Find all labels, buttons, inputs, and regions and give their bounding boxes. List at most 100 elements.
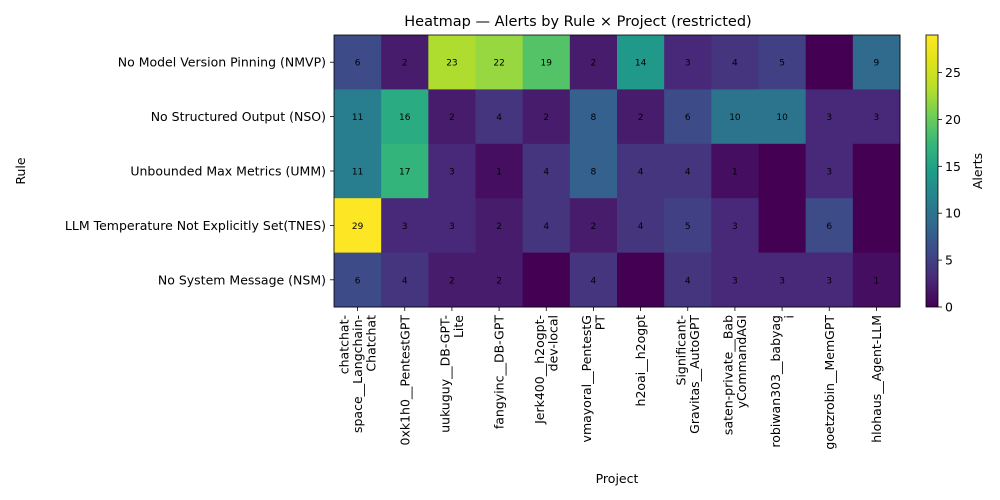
heatmap-cell	[852, 35, 901, 90]
cell-value-label: 1	[874, 276, 880, 286]
cell-value-label: 16	[399, 113, 411, 123]
heatmap-cell	[711, 252, 759, 308]
column-label: fangyinc__DB-GPT	[492, 315, 507, 429]
cell-value-label: 4	[591, 276, 597, 286]
column-label-line: Lite	[451, 315, 466, 338]
cell-value-label: 6	[685, 113, 691, 123]
cell-value-label: 4	[685, 276, 691, 286]
heatmap-cell	[664, 143, 712, 199]
heatmap-cell	[617, 252, 665, 308]
heatmap-cell	[711, 35, 759, 90]
heatmap-cell	[522, 252, 571, 308]
column-label-line: Gravitas__AutoGPT	[687, 315, 702, 434]
colorbar-tick-label: 15	[945, 159, 961, 174]
heatmap-cell	[852, 143, 901, 199]
column-label-line: fangyinc__DB-GPT	[492, 315, 507, 429]
column-label: hlohaus__Agent-LLM	[869, 315, 884, 443]
cell-value-label: 8	[591, 168, 597, 178]
heatmap-cell	[805, 89, 854, 145]
column-label: Significant-Gravitas__AutoGPT	[674, 315, 703, 434]
heatmap-cell	[664, 35, 712, 90]
heatmap-cell	[617, 89, 665, 145]
heatmap-cell	[522, 35, 571, 90]
heatmap-cell	[334, 89, 382, 145]
cell-value-label: 2	[496, 222, 502, 232]
heatmap-cell	[334, 35, 382, 90]
cell-value-label: 6	[355, 59, 361, 69]
column-label: chatchat-space__Langchain-Chatchat	[337, 315, 379, 433]
heatmap-cell	[381, 252, 429, 308]
column-label: h2oai__h2ogpt	[633, 315, 648, 407]
cell-value-label: 4	[638, 168, 644, 178]
cell-value-label: 6	[826, 222, 832, 232]
cell-value-label: 6	[355, 276, 361, 286]
column-label-line: vmayoral__PentestG	[579, 315, 594, 442]
heatmap-cell	[805, 252, 854, 308]
cell-value-label: 2	[449, 113, 455, 123]
cell-value-label: 3	[826, 113, 832, 123]
column-label-line: hlohaus__Agent-LLM	[869, 315, 884, 443]
column-label-line: goetzrobin__MemGPT	[822, 315, 837, 450]
cell-value-label: 4	[732, 59, 738, 69]
cell-value-label: 3	[779, 276, 785, 286]
cell-value-label: 3	[402, 222, 408, 232]
cell-value-label: 2	[591, 222, 597, 232]
cell-value-label: 17	[399, 168, 410, 178]
colorbar-tick-label: 20	[945, 112, 961, 127]
cell-value-label: 4	[496, 113, 502, 123]
cell-value-label: 3	[826, 168, 832, 178]
colorbar-tick-label: 0	[945, 300, 953, 315]
column-label-line: Significant-	[674, 315, 689, 385]
heatmap-cell	[381, 143, 429, 199]
heatmap-cell	[475, 143, 524, 199]
cell-value-label: 2	[638, 113, 644, 123]
column-label: 0xk1h0__PentestGPT	[397, 315, 412, 446]
heatmap-cell	[428, 143, 476, 199]
row-label: LLM Temperature Not Explicitly Set(TNES)	[65, 218, 326, 233]
heatmap-cell	[522, 89, 571, 145]
cell-value-label: 11	[352, 113, 363, 123]
column-label-line: PT	[593, 315, 608, 331]
heatmap-cell	[569, 198, 618, 254]
heatmap-cell	[617, 198, 665, 254]
heatmap-cell	[522, 198, 571, 254]
cell-value-label: 19	[541, 59, 553, 69]
cell-value-label: 4	[685, 168, 691, 178]
row-labels: No Model Version Pinning (NMVP) No Struct…	[65, 55, 334, 287]
heatmap-cell	[569, 143, 618, 199]
heatmap-cell	[758, 89, 807, 145]
y-axis-label: Rule	[13, 157, 28, 185]
colorbar-gradient	[925, 34, 939, 308]
cell-value-label: 2	[543, 113, 549, 123]
cell-value-label: 4	[543, 168, 549, 178]
cell-value-label: 2	[402, 59, 408, 69]
cell-value-label: 3	[685, 59, 691, 69]
cell-value-label: 23	[446, 59, 457, 69]
cell-value-label: 3	[449, 222, 455, 232]
column-label-line: h2oai__h2ogpt	[633, 315, 648, 407]
row-label: No System Message (NSM)	[158, 272, 326, 287]
heatmap-cell	[711, 89, 759, 145]
colorbar-label: Alerts	[970, 153, 985, 189]
heatmap-cell	[664, 198, 712, 254]
cell-value-label: 8	[591, 113, 597, 123]
cell-value-label: 3	[449, 168, 455, 178]
column-label-line: 0xk1h0__PentestGPT	[397, 315, 412, 446]
cell-value-label: 2	[449, 276, 455, 286]
cell-value-label: 14	[635, 59, 647, 69]
cell-value-label: 10	[776, 113, 788, 123]
cell-value-label: 4	[402, 276, 408, 286]
heatmap-cell	[381, 198, 429, 254]
cell-value-label: 3	[874, 113, 880, 123]
cell-value-label: 5	[779, 59, 785, 69]
cell-value-label: 2	[591, 59, 597, 69]
heatmap-cell	[805, 143, 854, 199]
cell-value-label: 29	[352, 222, 364, 232]
cell-value-label: 9	[874, 59, 880, 69]
heatmap-cell	[569, 89, 618, 145]
heatmap-cell	[428, 252, 476, 308]
heatmap-grid: 6 2 23 22 19 2 14 3 4 5 911 16 2 4 2 8 2 6 10 10 3 311 17 3 1 4 8 4…	[333, 34, 901, 308]
heatmap-cell	[711, 143, 759, 199]
cell-value-label: 4	[638, 222, 644, 232]
